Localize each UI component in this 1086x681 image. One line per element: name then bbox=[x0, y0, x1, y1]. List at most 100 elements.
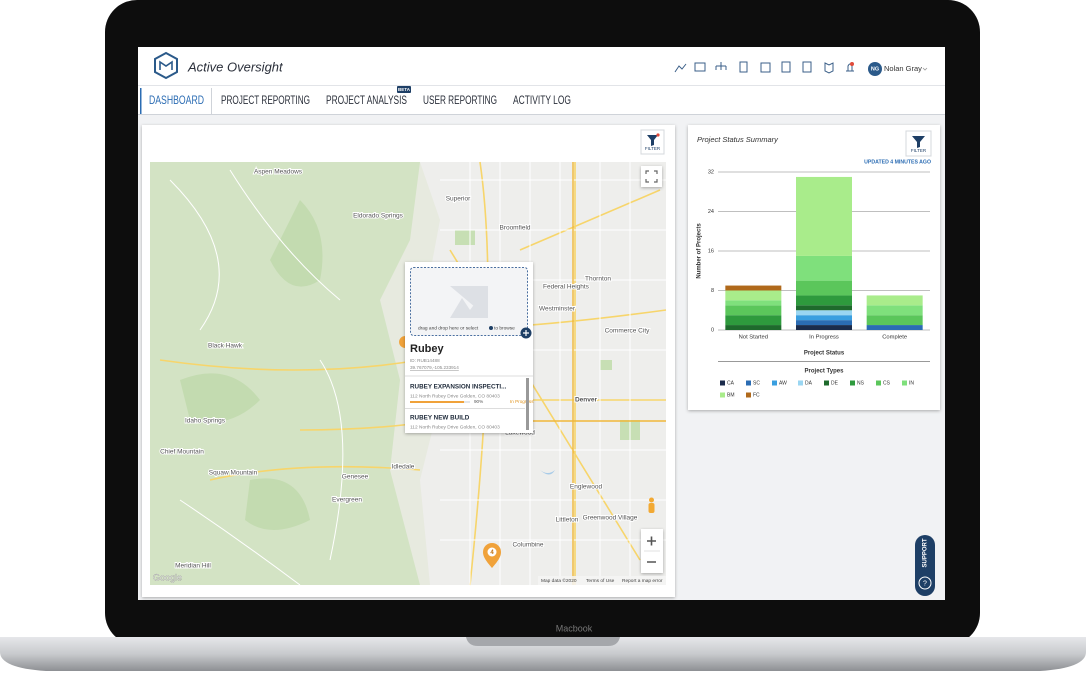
place-label: Idledale bbox=[392, 464, 415, 471]
legend-swatch[interactable] bbox=[850, 380, 855, 386]
y-axis-label: Number of Projects bbox=[697, 223, 703, 279]
nav-tab[interactable]: PROJECT REPORTING bbox=[221, 93, 310, 107]
bar-segment bbox=[796, 310, 852, 316]
chart-filter-button[interactable] bbox=[905, 130, 932, 157]
google-logo: Google bbox=[153, 572, 182, 582]
scrollbar[interactable] bbox=[526, 378, 529, 430]
bar-segment bbox=[725, 325, 782, 330]
legend-label[interactable]: NS bbox=[857, 380, 865, 386]
y-tick-label: 8 bbox=[711, 288, 714, 294]
legend-title: Project Types bbox=[805, 369, 845, 375]
bar-segment bbox=[725, 285, 782, 291]
place-label: Denver bbox=[575, 397, 598, 404]
upload-icon bbox=[489, 326, 493, 330]
bar-segment bbox=[796, 305, 852, 311]
site-id: ID: RUB14488 bbox=[410, 358, 440, 363]
bar-segment bbox=[796, 176, 852, 256]
place-label: Thornton bbox=[585, 276, 611, 283]
project-title[interactable]: RUBEY NEW BUILD bbox=[410, 415, 470, 422]
x-tick-label: Complete bbox=[882, 335, 907, 341]
active-tab-edge bbox=[211, 88, 212, 114]
notification-dot bbox=[850, 62, 854, 66]
place-label: Englewood bbox=[570, 484, 603, 491]
bar-segment bbox=[866, 315, 923, 326]
logo bbox=[154, 51, 178, 80]
legend-swatch[interactable] bbox=[902, 380, 907, 386]
nav-tab[interactable]: PROJECT ANALYSIS bbox=[326, 93, 407, 107]
user-caret bbox=[922, 67, 928, 71]
legend-label[interactable]: AW bbox=[779, 380, 787, 386]
progress-bar bbox=[410, 401, 464, 403]
project-title[interactable]: RUBEY EXPANSION INSPECTI... bbox=[410, 384, 507, 391]
legend-swatch[interactable] bbox=[746, 392, 751, 398]
upload-link[interactable]: to browse bbox=[494, 325, 515, 331]
place-label: Aspen Meadows bbox=[254, 169, 303, 176]
place-label: Commerce City bbox=[605, 328, 651, 335]
bar-segment bbox=[866, 305, 923, 316]
legend-label[interactable]: CA bbox=[727, 380, 735, 386]
bar-segment bbox=[796, 295, 852, 306]
user-name[interactable]: Nolan Gray bbox=[884, 64, 922, 73]
nav-tab[interactable]: ACTIVITY LOG bbox=[513, 93, 571, 107]
y-tick-label: 24 bbox=[708, 209, 714, 215]
legend-label[interactable]: FC bbox=[753, 392, 760, 398]
help-mark: ? bbox=[923, 580, 927, 587]
attribution-text[interactable]: Terms of Use bbox=[586, 578, 615, 584]
bar-segment bbox=[725, 290, 782, 301]
x-axis-label: Project Status bbox=[804, 351, 845, 357]
legend-label[interactable]: BM bbox=[727, 392, 735, 398]
beta-badge bbox=[397, 86, 411, 93]
cluster-badge bbox=[487, 547, 497, 557]
avatar-initials: NG bbox=[871, 66, 879, 72]
status-label: In Progress bbox=[510, 399, 534, 404]
place-label: Evergreen bbox=[332, 497, 362, 504]
device-label: Macbook bbox=[556, 623, 593, 633]
app-name: Active Oversight bbox=[187, 59, 284, 74]
bar-segment bbox=[866, 325, 923, 330]
legend-label[interactable]: IN bbox=[909, 380, 914, 386]
site-name: Rubey bbox=[410, 343, 445, 355]
project-list: RUBEY EXPANSION INSPECTI... 112 North Rub… bbox=[405, 384, 534, 430]
pegman[interactable] bbox=[648, 497, 655, 514]
legend-swatch[interactable] bbox=[720, 392, 725, 398]
attribution-text[interactable]: Report a map error bbox=[622, 578, 663, 584]
avatar[interactable] bbox=[868, 62, 882, 76]
image-placeholder bbox=[450, 286, 488, 318]
legend-swatch[interactable] bbox=[720, 380, 725, 386]
site-coords[interactable]: 39.767079,-105.233914 bbox=[410, 365, 459, 370]
legend-swatch[interactable] bbox=[876, 380, 881, 386]
place-label: Squaw Mountain bbox=[209, 470, 258, 477]
legend-label[interactable]: DE bbox=[831, 380, 839, 386]
laptop-base bbox=[0, 637, 1086, 671]
active-tab-indicator bbox=[140, 88, 142, 114]
project-address: 112 North Rubey Drive Golden, CO 80403 bbox=[410, 393, 500, 399]
filter-label: FILTER bbox=[645, 146, 661, 151]
notch bbox=[466, 637, 620, 646]
fullscreen-button[interactable] bbox=[641, 166, 662, 187]
nav-tab[interactable]: DASHBOARD bbox=[149, 93, 204, 107]
x-tick-label: Not Started bbox=[739, 335, 768, 341]
map-labels: Aspen Meadows Eldorado Springs Superior Bro… bbox=[159, 168, 651, 571]
legend-swatch[interactable] bbox=[824, 380, 829, 386]
support-tab[interactable] bbox=[915, 535, 935, 596]
bar-segment bbox=[796, 325, 852, 330]
toolbar-icons[interactable] bbox=[674, 61, 854, 74]
attribution-text: Map data ©2020 bbox=[541, 577, 577, 584]
help-icon bbox=[918, 576, 932, 590]
legend-label[interactable]: CS bbox=[883, 380, 891, 386]
legend-swatch[interactable] bbox=[772, 380, 777, 386]
legend-swatch[interactable] bbox=[798, 380, 803, 386]
legend-label[interactable]: SC bbox=[753, 380, 760, 386]
place-label: Idaho Springs bbox=[185, 418, 226, 425]
bar-segment bbox=[796, 280, 852, 296]
legend-label[interactable]: DA bbox=[805, 380, 813, 386]
bar-segment bbox=[866, 295, 923, 306]
nav-tab[interactable]: USER REPORTING bbox=[423, 93, 497, 107]
support-label: SUPPORT bbox=[923, 538, 929, 567]
map-filter-button[interactable] bbox=[640, 129, 665, 155]
beta-label: BETA bbox=[398, 87, 411, 92]
legend-swatch[interactable] bbox=[746, 380, 751, 386]
zoom-icons bbox=[647, 536, 656, 563]
y-tick-label: 16 bbox=[708, 248, 714, 254]
place-label: Broomfield bbox=[499, 225, 530, 232]
